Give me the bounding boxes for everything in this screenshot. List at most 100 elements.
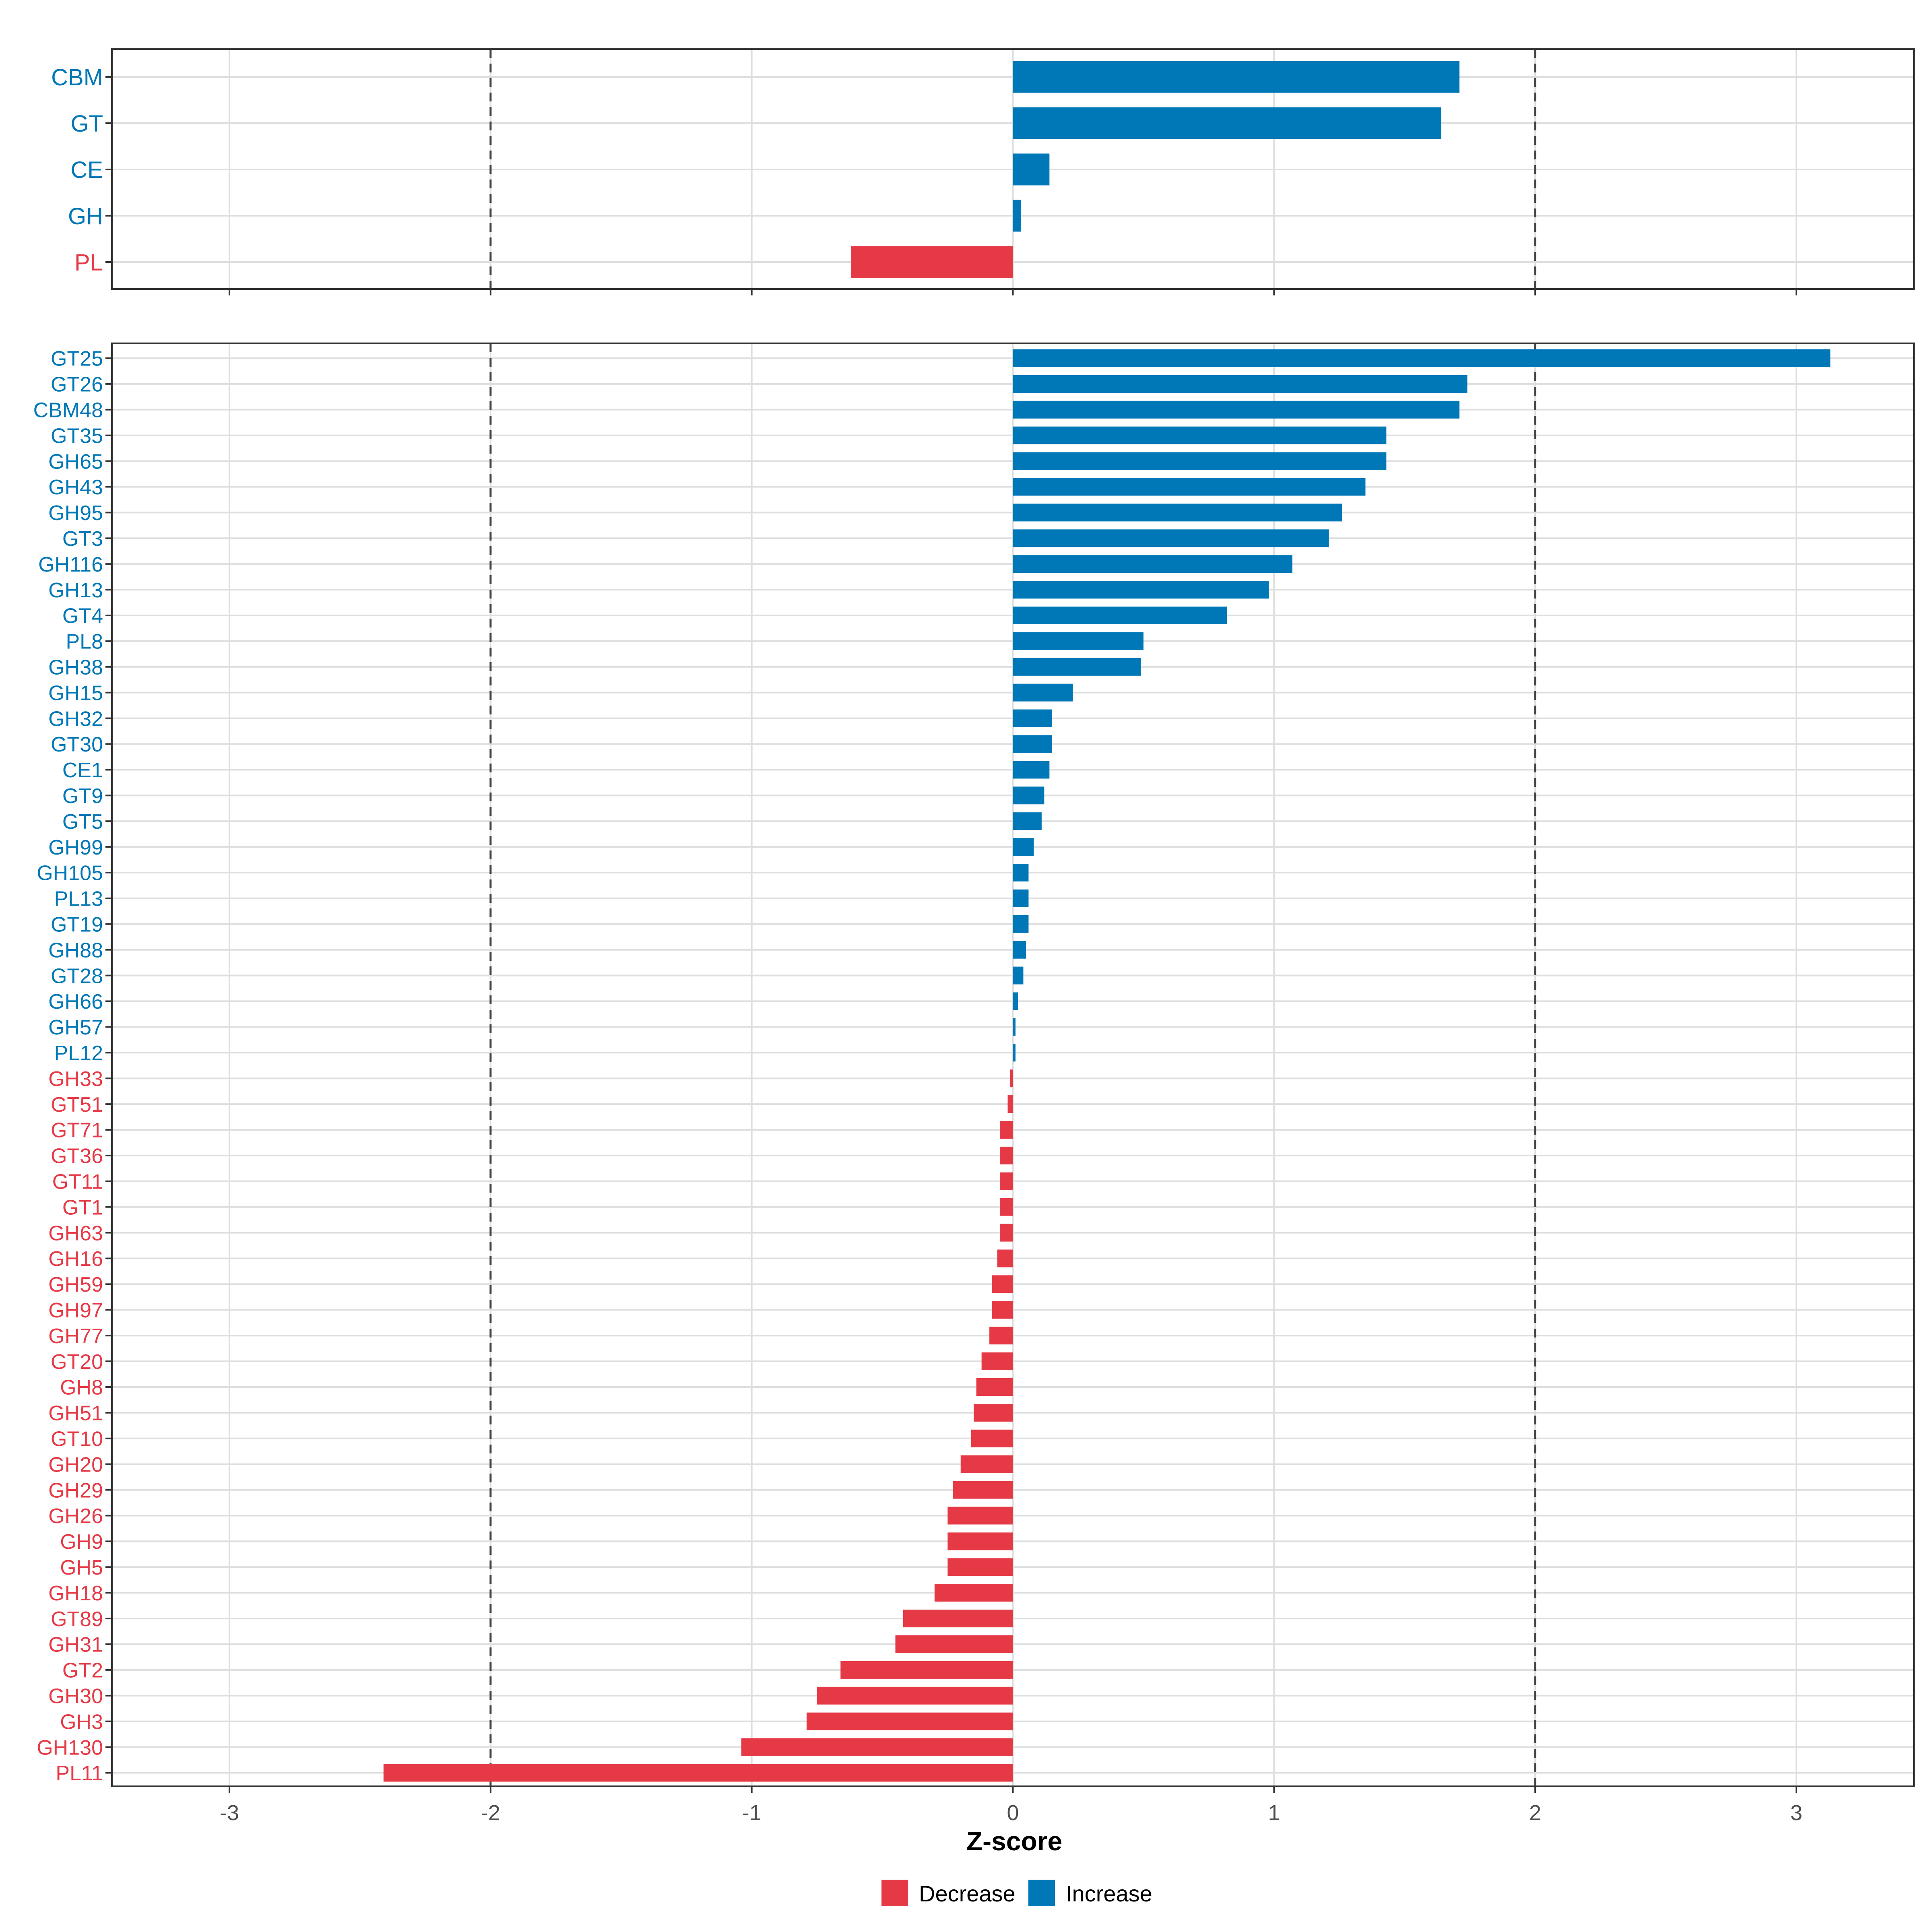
x-axis-tick-labels: -3 -2 -1 0 1 2 3 [220,1801,1802,1825]
category-label-gh26: GH26 [48,1505,103,1528]
bar-gh16 [997,1249,1013,1267]
category-label-gt19: GT19 [51,913,103,937]
bar-gh88 [1013,941,1026,959]
legend-swatch-decrease [881,1880,908,1906]
bar-gt4 [1013,607,1227,624]
category-label-gh9: GH9 [60,1530,103,1554]
bar-gh32 [1013,709,1052,727]
bar-pl12 [1013,1044,1016,1062]
bar-gh38 [1013,658,1141,676]
category-label-pl12: PL12 [54,1042,103,1065]
bar-gh3 [806,1712,1013,1730]
category-label-gt11: GT11 [52,1170,103,1194]
bar-gt25 [1013,349,1831,367]
category-label-gt36: GT36 [51,1145,103,1168]
category-label-gh38: GH38 [48,656,103,679]
category-label-gh15: GH15 [48,681,103,705]
category-label-gt26: GT26 [51,373,103,396]
bar-gh97 [992,1301,1013,1319]
bar-gh65 [1013,452,1387,470]
category-label-gh20: GH20 [48,1453,103,1476]
bar-gh77 [989,1327,1013,1345]
legend-label-increase: Increase [1066,1881,1152,1906]
category-label-gt10: GT10 [51,1428,103,1451]
bar-gh29 [953,1481,1013,1499]
bar-gt2 [840,1661,1013,1679]
bar-gt51 [1007,1095,1013,1113]
legend: Decrease Increase [881,1880,1152,1906]
bar-gh31 [895,1635,1013,1653]
bar-gh26 [947,1507,1013,1525]
bar-cbm [1013,61,1460,93]
bar-gt26 [1013,375,1468,393]
category-label-gt35: GT35 [51,424,103,448]
category-label-ce1: CE1 [62,759,103,782]
bar-gt30 [1013,735,1052,753]
bar-pl13 [1013,889,1029,907]
category-label-gt20: GT20 [51,1350,103,1374]
category-label-gt9: GT9 [62,784,103,808]
bar-gt19 [1013,915,1029,933]
bar-ce1 [1013,761,1050,779]
bar-gh8 [976,1378,1013,1396]
category-label-gt51: GT51 [51,1093,103,1117]
top-panel: CBM GT CE GH PL [51,48,1915,295]
bar-gt11 [1000,1172,1013,1190]
category-label-gt30: GT30 [51,733,103,756]
category-label-gh95: GH95 [48,502,103,525]
bar-gt3 [1013,529,1329,547]
x-tick-label-3: 3 [1790,1801,1802,1825]
category-label-gt2: GT2 [62,1659,103,1682]
category-label-gh: GH [68,203,103,229]
bar-gh51 [974,1404,1013,1422]
bar-pl11 [383,1764,1013,1782]
category-label-gt89: GT89 [51,1608,103,1631]
category-label-gt5: GT5 [62,810,103,834]
bar-gh59 [992,1275,1013,1293]
category-label-gh16: GH16 [48,1247,103,1271]
bar-gh5 [947,1558,1013,1576]
category-label-pl11: PL11 [56,1762,103,1785]
x-axis-title: Z-score [966,1826,1062,1856]
category-label-gh8: GH8 [60,1376,103,1399]
category-label-gh32: GH32 [48,707,103,731]
bar-gh15 [1013,683,1073,702]
category-label-gh130: GH130 [37,1736,103,1759]
category-label-gh5: GH5 [60,1556,103,1579]
category-label-gt25: GT25 [51,347,103,371]
category-label-gh66: GH66 [48,990,103,1013]
category-label-gh31: GH31 [48,1633,103,1657]
category-label-gh99: GH99 [48,836,103,859]
bar-gh30 [817,1686,1013,1705]
category-label-gh29: GH29 [48,1479,103,1502]
category-label-gh13: GH13 [48,579,103,602]
bar-pl [851,246,1013,278]
bar-gt10 [971,1429,1013,1447]
bar-gh99 [1013,838,1034,856]
category-label-gh33: GH33 [48,1067,103,1091]
bar-gh63 [1000,1224,1013,1242]
category-label-gh51: GH51 [48,1402,103,1425]
bar-gt1 [1000,1198,1013,1216]
bar-gh57 [1013,1018,1016,1036]
bar-ce [1013,153,1050,186]
x-tick-label--3: -3 [220,1801,239,1825]
bar-gt89 [903,1610,1013,1628]
category-label-pl13: PL13 [54,888,103,911]
category-label-gh57: GH57 [48,1016,103,1039]
panel-1-frame [111,343,1915,1787]
category-label-pl8: PL8 [66,630,103,654]
bar-gh116 [1013,555,1292,573]
x-tick-label--1: -1 [742,1801,762,1825]
category-label-gh88: GH88 [48,939,103,962]
bar-gt5 [1013,812,1042,830]
bar-gt28 [1013,966,1024,985]
category-label-ce: CE [70,157,103,183]
bar-gh95 [1013,504,1342,522]
category-label-gh65: GH65 [48,450,103,473]
category-label-gh116: GH116 [38,553,103,576]
category-label-gt71: GT71 [51,1119,103,1142]
bar-gh33 [1010,1069,1013,1088]
x-tick-label--2: -2 [481,1801,500,1825]
